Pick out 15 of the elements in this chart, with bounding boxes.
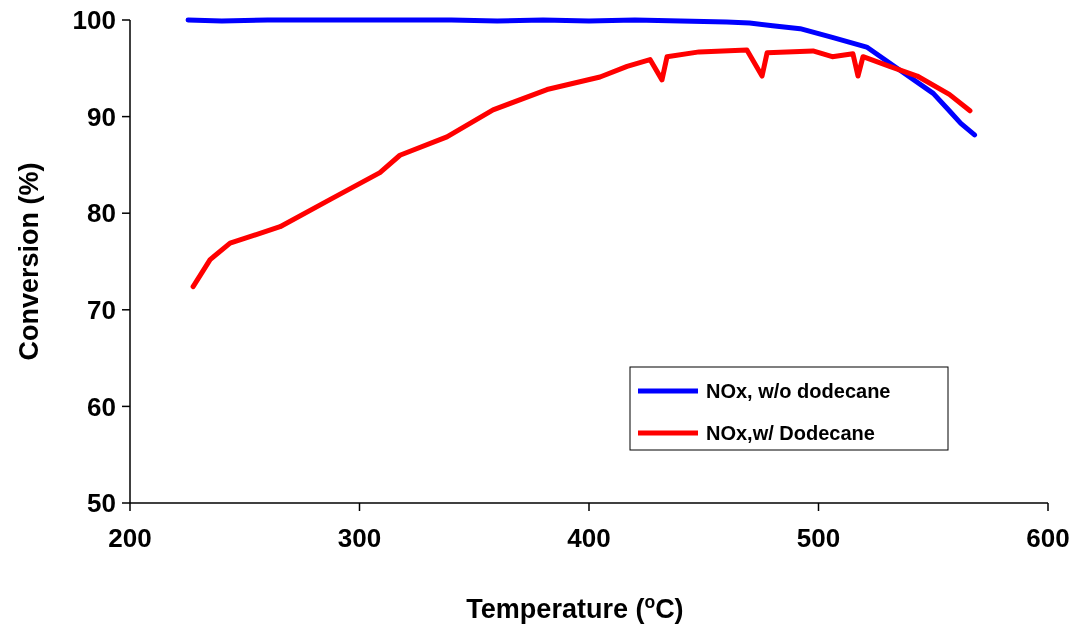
y-axis-title: Conversion (%) [14,162,44,361]
legend-label: NOx,w/ Dodecane [706,422,875,444]
y-tick-label: 80 [87,198,116,229]
x-tick-label: 500 [796,523,841,553]
y-tick-label: 100 [72,5,116,36]
y-tick-label: 50 [87,488,116,519]
x-tick-label: 300 [337,523,382,553]
y-tick-label: 60 [87,391,116,422]
legend-label: NOx, w/o dodecane [706,380,891,402]
x-tick-label: 200 [108,523,152,553]
y-tick-label: 90 [87,101,116,132]
x-tick-label: 600 [1026,523,1070,553]
y-tick-label: 70 [87,294,116,325]
x-tick-label: 400 [567,523,611,553]
x-axis-title: Temperature ($^{o}$C) [466,592,684,624]
